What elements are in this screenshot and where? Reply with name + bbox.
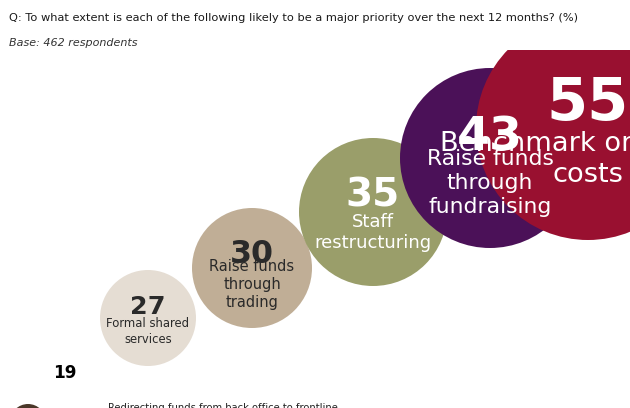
Circle shape [400,68,580,248]
Text: 19: 19 [54,364,77,382]
Text: 55: 55 [547,75,629,132]
Text: Redirecting funds from back office to frontline: Redirecting funds from back office to fr… [108,403,338,408]
Circle shape [10,404,46,408]
Text: Q: To what extent is each of the following likely to be a major priority over th: Q: To what extent is each of the followi… [9,13,578,22]
Text: Formal shared
services: Formal shared services [106,317,190,346]
Text: Benchmark or reduce
costs: Benchmark or reduce costs [440,131,630,188]
Circle shape [100,270,196,366]
Circle shape [192,208,312,328]
Circle shape [476,16,630,240]
Text: Raise funds
through
fundraising: Raise funds through fundraising [427,149,553,217]
Text: 43: 43 [457,116,523,161]
Text: 27: 27 [130,295,166,319]
Circle shape [299,138,447,286]
Circle shape [33,341,97,405]
Text: Base: 462 respondents: Base: 462 respondents [9,38,138,48]
Text: Raise funds
through
trading: Raise funds through trading [209,259,295,310]
Text: 35: 35 [346,177,400,215]
Text: 30: 30 [230,239,274,270]
Text: Staff
restructuring: Staff restructuring [314,213,432,253]
